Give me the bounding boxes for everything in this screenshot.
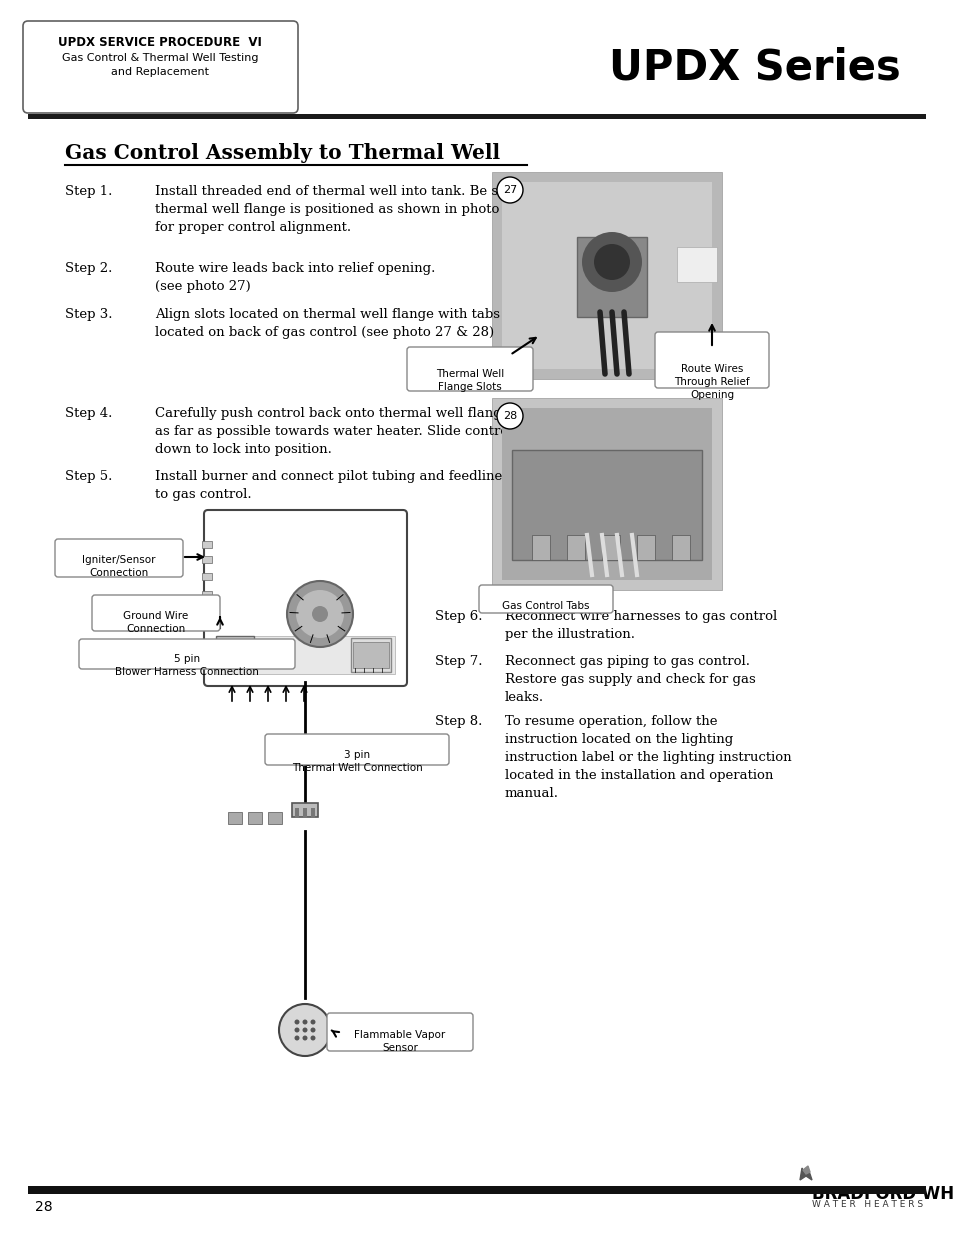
Text: Route wire leads back into relief opening.
(see photo 27): Route wire leads back into relief openin… [154,262,435,293]
Bar [601,535,619,559]
Bar [202,556,212,563]
Circle shape [302,1020,307,1025]
Bar [512,450,701,559]
FancyBboxPatch shape [478,585,613,613]
Text: Thermal Well
Flange Slots: Thermal Well Flange Slots [436,369,503,393]
Text: Step 5.: Step 5. [65,471,112,483]
Bar [294,808,298,818]
Bar [28,1186,925,1194]
Bar [202,592,212,598]
Text: Reconnect gas piping to gas control.
Restore gas supply and check for gas
leaks.: Reconnect gas piping to gas control. Res… [504,655,755,704]
Text: Gas Control Tabs: Gas Control Tabs [501,601,589,611]
Text: 28: 28 [35,1200,52,1214]
Bar [202,541,212,548]
FancyBboxPatch shape [91,595,220,631]
Text: Install burner and connect pilot tubing and feedline nut
to gas control.: Install burner and connect pilot tubing … [154,471,528,501]
Bar [311,808,314,818]
Bar [292,803,317,818]
Circle shape [581,232,641,291]
Bar [228,811,242,824]
Text: Step 4.: Step 4. [65,408,112,420]
Bar [532,535,550,559]
Text: UPDX SERVICE PROCEDURE  VI: UPDX SERVICE PROCEDURE VI [58,36,262,49]
Bar [492,172,721,379]
Bar [215,636,395,674]
Circle shape [594,245,629,280]
FancyBboxPatch shape [79,638,294,669]
Text: 5 pin
Blower Harness Connection: 5 pin Blower Harness Connection [115,655,258,677]
Circle shape [310,1035,315,1041]
Bar [671,535,689,559]
Bar [353,642,389,668]
Text: To resume operation, follow the
instruction located on the lighting
instruction : To resume operation, follow the instruct… [504,715,791,800]
Text: Gas Control Assembly to Thermal Well: Gas Control Assembly to Thermal Well [65,143,499,163]
Text: and Replacement: and Replacement [111,67,209,77]
Text: 28: 28 [502,411,517,421]
Text: Flammable Vapor
Sensor: Flammable Vapor Sensor [354,1030,445,1053]
FancyBboxPatch shape [204,510,407,685]
Bar [577,237,646,317]
Text: Step 7.: Step 7. [435,655,482,668]
Text: Step 3.: Step 3. [65,308,112,321]
Text: Align slots located on thermal well flange with tabs
located on back of gas cont: Align slots located on thermal well flan… [154,308,499,338]
Circle shape [302,1035,307,1041]
Circle shape [497,403,522,429]
Bar [268,811,282,824]
Bar [501,408,711,580]
FancyBboxPatch shape [327,1013,473,1051]
Bar [202,573,212,580]
Circle shape [294,1020,299,1025]
Bar [28,114,925,119]
Text: 27: 27 [502,185,517,195]
Bar [501,182,711,369]
Text: Step 2.: Step 2. [65,262,112,275]
Text: UPDX Series: UPDX Series [608,47,900,89]
Bar [677,247,717,282]
Circle shape [312,606,328,622]
Bar [637,535,655,559]
Bar [566,535,584,559]
Circle shape [310,1028,315,1032]
Text: Reconnect wire harnesses to gas control
per the illustration.: Reconnect wire harnesses to gas control … [504,610,777,641]
Circle shape [294,1028,299,1032]
FancyBboxPatch shape [55,538,183,577]
Bar [492,398,721,590]
Bar [248,811,262,824]
Text: Step 6.: Step 6. [435,610,482,622]
Text: 3 pin
Thermal Well Connection: 3 pin Thermal Well Connection [292,750,422,773]
Text: Step 8.: Step 8. [435,715,482,727]
Circle shape [278,1004,331,1056]
Text: Route Wires
Through Relief
Opening: Route Wires Through Relief Opening [674,364,749,400]
Text: Gas Control & Thermal Well Testing: Gas Control & Thermal Well Testing [62,53,258,63]
Polygon shape [802,1166,809,1174]
Text: Igniter/Sensor
Connection: Igniter/Sensor Connection [82,555,155,578]
Circle shape [302,1028,307,1032]
Bar [220,640,250,659]
FancyBboxPatch shape [265,734,449,764]
Circle shape [294,1035,299,1041]
Text: Install threaded end of thermal well into tank. Be sure
thermal well flange is p: Install threaded end of thermal well int… [154,185,520,233]
FancyBboxPatch shape [23,21,297,112]
FancyBboxPatch shape [407,347,533,391]
Text: BRADFORD WHITE®: BRADFORD WHITE® [811,1186,953,1203]
Bar [351,638,391,672]
Circle shape [287,580,353,647]
Polygon shape [800,1168,811,1179]
Circle shape [310,1020,315,1025]
Text: Step 1.: Step 1. [65,185,112,198]
Text: W A T E R   H E A T E R S: W A T E R H E A T E R S [811,1200,923,1209]
Text: Ground Wire
Connection: Ground Wire Connection [123,611,189,635]
Bar [215,636,253,664]
Bar [303,808,307,818]
Circle shape [295,590,344,638]
Text: Carefully push control back onto thermal well flange
as far as possible towards : Carefully push control back onto thermal… [154,408,512,456]
FancyBboxPatch shape [655,332,768,388]
Circle shape [497,177,522,203]
